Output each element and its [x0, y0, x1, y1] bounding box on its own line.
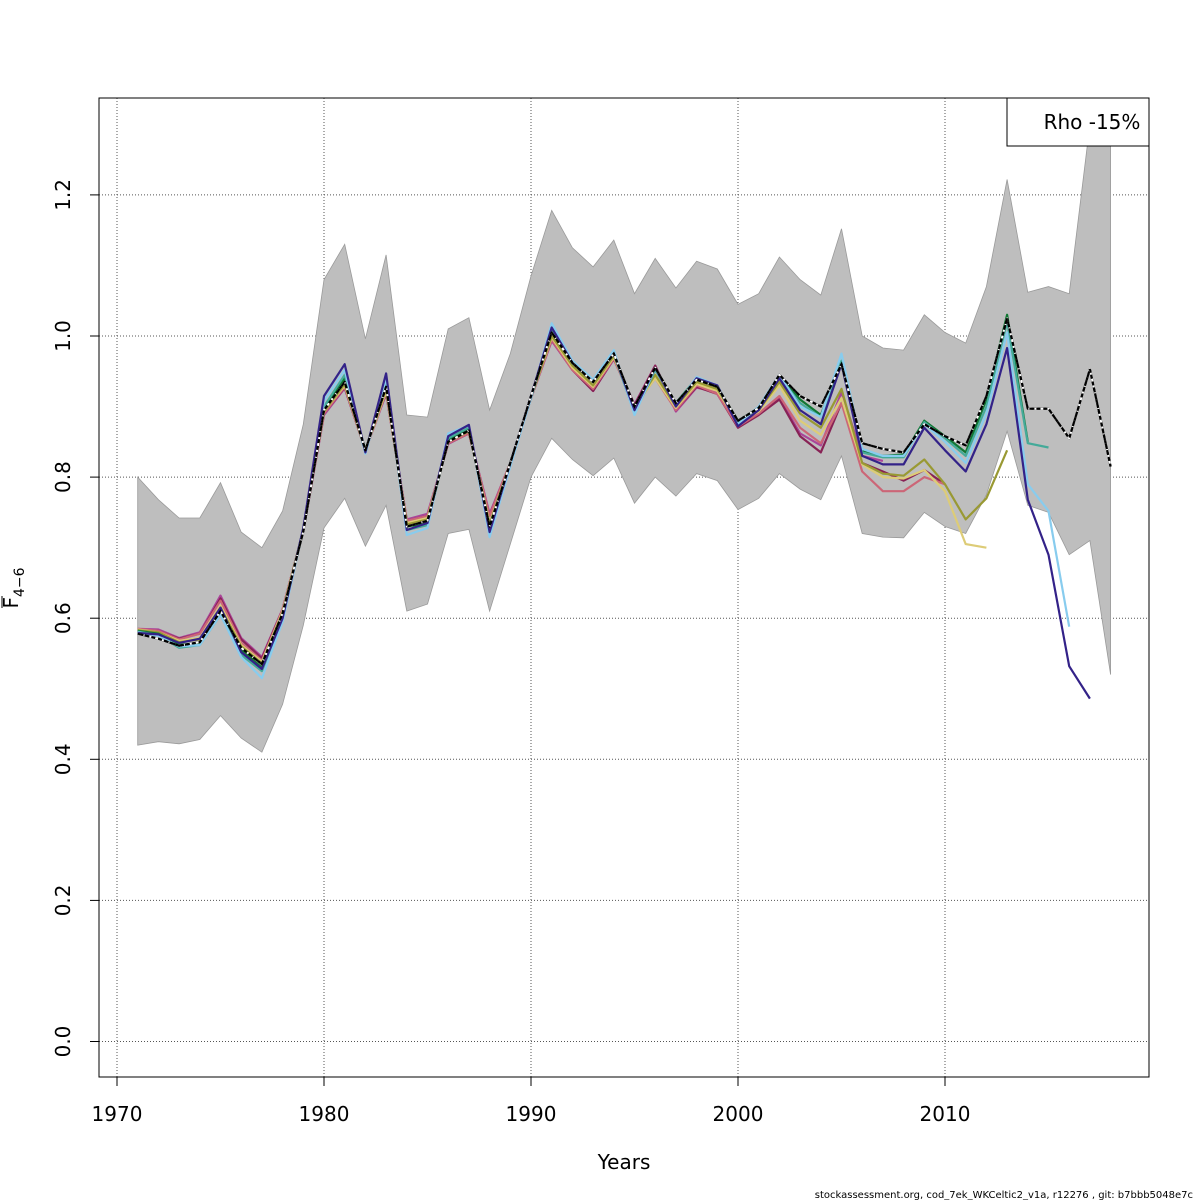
confidence-band: [137, 124, 1111, 753]
x-tick-label: 2000: [713, 1102, 764, 1126]
confidence-band-layer: [137, 124, 1111, 753]
x-tick-label: 2010: [920, 1102, 971, 1126]
legend-frame: [1006, 97, 1150, 147]
x-axis-title: Years: [597, 1150, 651, 1174]
y-tick-label: 0.0: [51, 1026, 75, 1058]
y-tick-label: 0.6: [51, 602, 75, 634]
series-layer: [137, 313, 1112, 700]
series-line-dashed: [137, 318, 1112, 666]
y-tick-label: 0.2: [51, 884, 75, 916]
y-tick-label: 1.2: [51, 179, 75, 211]
x-tick-label: 1990: [506, 1102, 557, 1126]
legend-text: Rho -15%: [1044, 110, 1141, 134]
y-axis-title-sub: 4−6: [12, 567, 28, 597]
footer-text: stockassessment.org, cod_7ek_WKCeltic2_v…: [815, 1190, 1193, 1200]
svg-text:F4−6: F4−6: [0, 567, 28, 608]
axes: 1970 1980 1990 2000 2010 0.0 0.2 0.4 0.6 0.8 1.0 1.…: [51, 179, 970, 1126]
y-tick-label: 0.8: [51, 461, 75, 493]
y-tick-label: 1.0: [51, 320, 75, 352]
y-axis-title: F4−6: [0, 567, 28, 608]
y-tick-label: 0.4: [51, 743, 75, 775]
y-axis-title-main: F: [0, 597, 23, 609]
x-tick-label: 1970: [92, 1102, 143, 1126]
x-tick-label: 1980: [299, 1102, 350, 1126]
legend-box: Rho -15%: [1006, 97, 1150, 147]
